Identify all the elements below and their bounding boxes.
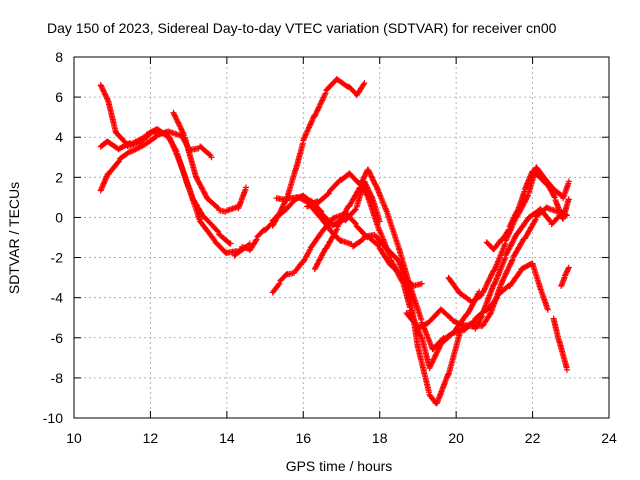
data-points: [97, 76, 572, 407]
series-track-8: [269, 76, 368, 229]
series-markers: [558, 264, 572, 289]
series-track-11: [403, 205, 563, 332]
x-tick-label: 20: [448, 430, 464, 446]
x-tick-label: 16: [295, 430, 311, 446]
series-markers: [304, 170, 551, 372]
y-tick-label: 4: [55, 129, 63, 145]
series-track-4: [170, 109, 249, 215]
series-track-14: [550, 315, 570, 373]
x-tick-label: 14: [219, 430, 235, 446]
y-tick-label: 6: [55, 89, 63, 105]
x-tick-label: 18: [372, 430, 388, 446]
series-markers: [269, 76, 368, 229]
x-tick-label: 10: [66, 430, 82, 446]
series-track-9: [311, 166, 483, 353]
chart-title: Day 150 of 2023, Sidereal Day-to-day VTE…: [47, 20, 557, 36]
series-markers: [550, 315, 570, 373]
series-markers: [97, 126, 234, 247]
y-tick-label: -4: [51, 290, 64, 306]
y-tick-label: 8: [55, 49, 63, 65]
y-tick-label: 2: [55, 169, 63, 185]
series-track-13: [483, 168, 572, 253]
series-track-2: [97, 126, 234, 247]
plot-frame: [73, 56, 610, 419]
series-markers: [170, 109, 249, 215]
y-tick-label: -10: [43, 410, 63, 426]
y-tick-label: -2: [51, 250, 64, 266]
x-axis-title: GPS time / hours: [286, 458, 393, 474]
x-tick-label: 22: [525, 430, 541, 446]
x-tick-label: 12: [143, 430, 159, 446]
x-tick-label: 24: [601, 430, 617, 446]
y-tick-label: 0: [55, 209, 63, 225]
y-tick-label: -8: [51, 370, 64, 386]
grid-lines: [74, 57, 609, 418]
series-markers: [403, 205, 563, 332]
series-markers: [311, 166, 483, 353]
series-track-15: [558, 264, 572, 289]
y-tick-label: -6: [51, 330, 64, 346]
series-track-10: [304, 170, 551, 372]
y-axis-title: SDTVAR / TECUs: [6, 182, 22, 294]
series-markers: [483, 168, 572, 253]
